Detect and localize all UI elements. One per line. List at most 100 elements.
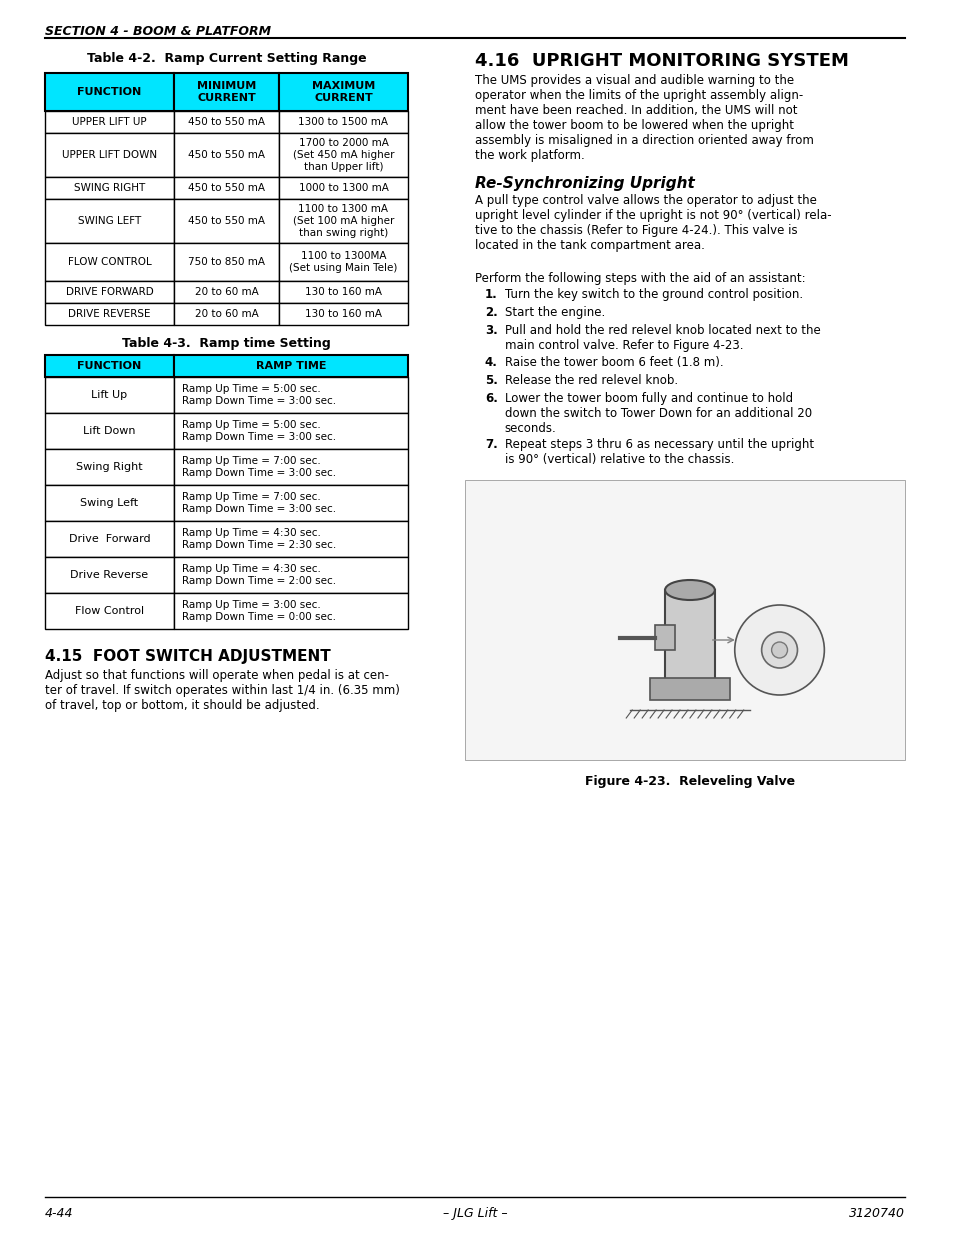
Text: Ramp Up Time = 7:00 sec.
Ramp Down Time = 3:00 sec.: Ramp Up Time = 7:00 sec. Ramp Down Time …: [182, 493, 336, 514]
Text: UPPER LIFT UP: UPPER LIFT UP: [72, 117, 147, 127]
Text: 450 to 550 mA: 450 to 550 mA: [188, 216, 265, 226]
Bar: [174, 282, 278, 303]
Bar: [45, 177, 174, 199]
Bar: [174, 354, 408, 377]
Circle shape: [734, 605, 823, 695]
Text: 20 to 60 mA: 20 to 60 mA: [194, 309, 258, 319]
Text: 450 to 550 mA: 450 to 550 mA: [188, 149, 265, 161]
Bar: [655, 625, 675, 650]
Text: Start the engine.: Start the engine.: [504, 306, 604, 319]
Text: MINIMUM
CURRENT: MINIMUM CURRENT: [196, 82, 255, 103]
Bar: [278, 303, 408, 325]
Bar: [174, 450, 408, 485]
Text: 450 to 550 mA: 450 to 550 mA: [188, 183, 265, 193]
Bar: [45, 133, 174, 177]
Text: Turn the key switch to the ground control position.: Turn the key switch to the ground contro…: [504, 288, 802, 301]
Bar: [45, 521, 174, 557]
Text: Lower the tower boom fully and continue to hold
down the switch to Tower Down fo: Lower the tower boom fully and continue …: [504, 391, 811, 435]
Text: 1700 to 2000 mA
(Set 450 mA higher
than Upper lift): 1700 to 2000 mA (Set 450 mA higher than …: [293, 138, 394, 172]
Bar: [278, 282, 408, 303]
Text: Ramp Up Time = 3:00 sec.
Ramp Down Time = 0:00 sec.: Ramp Up Time = 3:00 sec. Ramp Down Time …: [182, 600, 335, 621]
Bar: [45, 73, 174, 111]
Bar: [278, 73, 408, 111]
Text: Release the red relevel knob.: Release the red relevel knob.: [504, 374, 678, 387]
Text: Re-Synchronizing Upright: Re-Synchronizing Upright: [475, 177, 694, 191]
Bar: [45, 199, 174, 243]
Bar: [45, 303, 174, 325]
Text: Swing Left: Swing Left: [80, 498, 138, 508]
Bar: [45, 282, 174, 303]
Circle shape: [771, 642, 786, 658]
Bar: [45, 485, 174, 521]
Bar: [45, 354, 174, 377]
Text: Drive  Forward: Drive Forward: [69, 534, 151, 543]
Text: – JLG Lift –: – JLG Lift –: [442, 1207, 507, 1220]
Bar: [174, 111, 278, 133]
Text: 4.16  UPRIGHT MONITORING SYSTEM: 4.16 UPRIGHT MONITORING SYSTEM: [475, 52, 848, 70]
Text: 1300 to 1500 mA: 1300 to 1500 mA: [298, 117, 388, 127]
Bar: [45, 377, 174, 412]
Text: DRIVE REVERSE: DRIVE REVERSE: [69, 309, 151, 319]
Bar: [464, 480, 904, 760]
Text: Ramp Up Time = 7:00 sec.
Ramp Down Time = 3:00 sec.: Ramp Up Time = 7:00 sec. Ramp Down Time …: [182, 456, 336, 478]
Text: Drive Reverse: Drive Reverse: [71, 571, 149, 580]
Bar: [174, 303, 278, 325]
Text: Table 4-3.  Ramp time Setting: Table 4-3. Ramp time Setting: [122, 337, 331, 350]
Bar: [45, 450, 174, 485]
Ellipse shape: [664, 580, 714, 600]
Text: FUNCTION: FUNCTION: [77, 361, 141, 370]
Text: 5.: 5.: [484, 374, 497, 387]
Text: A pull type control valve allows the operator to adjust the
upright level cylind: A pull type control valve allows the ope…: [475, 194, 831, 252]
Text: Pull and hold the red relevel knob located next to the
main control valve. Refer: Pull and hold the red relevel knob locat…: [504, 324, 820, 352]
Bar: [664, 590, 714, 680]
Text: Ramp Up Time = 4:30 sec.
Ramp Down Time = 2:30 sec.: Ramp Up Time = 4:30 sec. Ramp Down Time …: [182, 529, 336, 550]
Bar: [45, 412, 174, 450]
Text: 6.: 6.: [484, 391, 497, 405]
Bar: [174, 485, 408, 521]
Bar: [278, 243, 408, 282]
Text: 1.: 1.: [484, 288, 497, 301]
Bar: [174, 243, 278, 282]
Bar: [278, 133, 408, 177]
Text: Lift Up: Lift Up: [91, 390, 128, 400]
Text: 4.: 4.: [484, 356, 497, 369]
Bar: [278, 199, 408, 243]
Bar: [174, 73, 278, 111]
Text: Ramp Up Time = 5:00 sec.
Ramp Down Time = 3:00 sec.: Ramp Up Time = 5:00 sec. Ramp Down Time …: [182, 384, 336, 406]
Bar: [174, 177, 278, 199]
Text: 3.: 3.: [484, 324, 497, 337]
Text: Figure 4-23.  Releveling Valve: Figure 4-23. Releveling Valve: [584, 776, 794, 788]
Text: 1100 to 1300 mA
(Set 100 mA higher
than swing right): 1100 to 1300 mA (Set 100 mA higher than …: [293, 205, 394, 237]
Text: 2.: 2.: [484, 306, 497, 319]
Text: 130 to 160 mA: 130 to 160 mA: [305, 287, 381, 296]
Text: FLOW CONTROL: FLOW CONTROL: [68, 257, 152, 267]
Text: Swing Right: Swing Right: [76, 462, 143, 472]
Text: Ramp Up Time = 5:00 sec.
Ramp Down Time = 3:00 sec.: Ramp Up Time = 5:00 sec. Ramp Down Time …: [182, 420, 336, 442]
Bar: [45, 593, 174, 629]
Text: SWING LEFT: SWING LEFT: [78, 216, 141, 226]
Text: 1000 to 1300 mA: 1000 to 1300 mA: [298, 183, 388, 193]
Bar: [174, 199, 278, 243]
Text: Flow Control: Flow Control: [75, 606, 144, 616]
Text: 7.: 7.: [484, 438, 497, 451]
Text: UPPER LIFT DOWN: UPPER LIFT DOWN: [62, 149, 157, 161]
Bar: [278, 111, 408, 133]
Text: 20 to 60 mA: 20 to 60 mA: [194, 287, 258, 296]
Bar: [45, 111, 174, 133]
Bar: [174, 557, 408, 593]
Text: DRIVE FORWARD: DRIVE FORWARD: [66, 287, 153, 296]
Text: The UMS provides a visual and audible warning to the
operator when the limits of: The UMS provides a visual and audible wa…: [475, 74, 813, 162]
Text: Raise the tower boom 6 feet (1.8 m).: Raise the tower boom 6 feet (1.8 m).: [504, 356, 722, 369]
Text: 750 to 850 mA: 750 to 850 mA: [188, 257, 265, 267]
Bar: [174, 133, 278, 177]
Text: Ramp Up Time = 4:30 sec.
Ramp Down Time = 2:00 sec.: Ramp Up Time = 4:30 sec. Ramp Down Time …: [182, 564, 336, 585]
Bar: [174, 412, 408, 450]
Text: Lift Down: Lift Down: [83, 426, 135, 436]
Bar: [649, 678, 729, 700]
Bar: [174, 377, 408, 412]
Text: Table 4-2.  Ramp Current Setting Range: Table 4-2. Ramp Current Setting Range: [87, 52, 366, 65]
Bar: [278, 177, 408, 199]
Text: RAMP TIME: RAMP TIME: [255, 361, 326, 370]
Text: 3120740: 3120740: [848, 1207, 904, 1220]
Text: SECTION 4 - BOOM & PLATFORM: SECTION 4 - BOOM & PLATFORM: [45, 25, 271, 38]
